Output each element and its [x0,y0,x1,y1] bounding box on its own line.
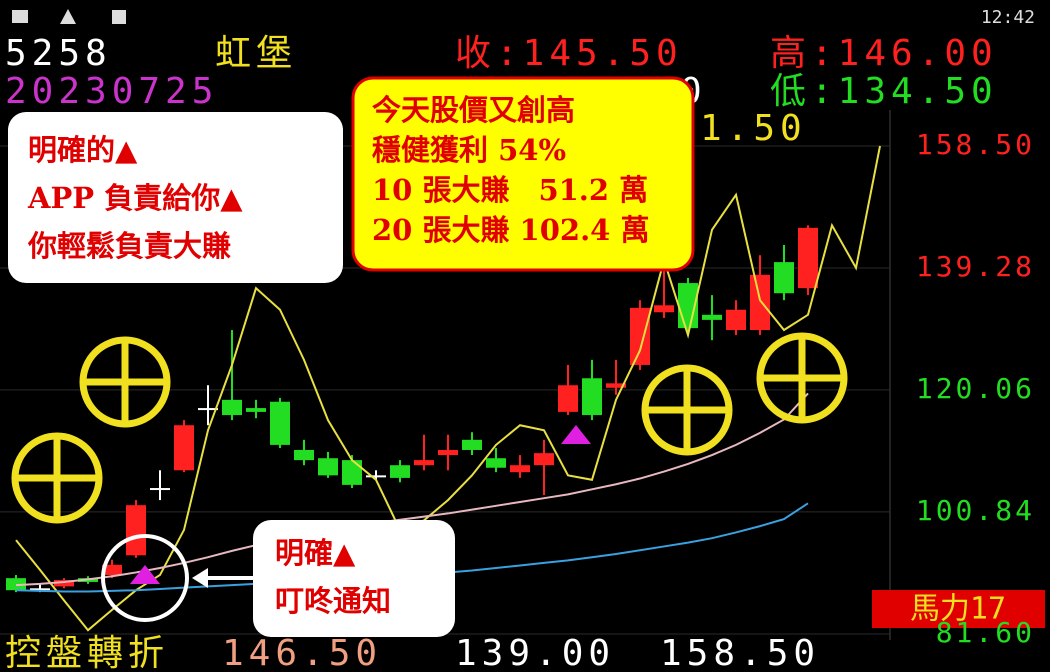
low-price: 低:134.50 [770,71,998,112]
candle-body [270,401,290,445]
signal [561,425,591,444]
candle-body [486,458,506,468]
close-price: 收:145.50 [455,33,683,74]
footer-value: 139.00 [455,633,615,672]
badge [872,590,1045,628]
cross-icon [641,364,733,456]
candle-body [318,458,338,476]
candle-body [366,475,386,478]
note-line: 穩健獲利 54% [372,133,566,167]
highlight-ring [101,534,189,622]
status-icon [60,9,76,24]
high-price: 高:146.00 [770,33,998,74]
note-line: 叮咚通知 [275,584,391,618]
note-box [351,76,695,272]
candle-body [654,305,674,313]
note-line: 今天股價又創高 [372,93,575,127]
footer-value: 158.50 [660,633,820,672]
footer-label: 控盤轉折 [5,633,169,672]
cross-icon [11,432,103,524]
candle-body [222,399,242,416]
candle-body [438,449,458,456]
candle-body [414,460,434,466]
candle-body [750,274,770,331]
candle-body [726,309,746,331]
note-line: APP 負責給你▲ [27,181,243,215]
candle-body [294,449,314,461]
y-tick-label: 100.84 [916,494,1035,527]
cross-icon [756,332,848,424]
candle-body [558,385,578,412]
candle-body [30,588,50,591]
candle-body [174,425,194,471]
candle-body [150,488,170,491]
note-line: 20 張大賺 102.4 萬 [372,213,649,247]
note-box [253,520,455,637]
status-icon [12,10,28,23]
candle-body [246,408,266,412]
status-bar [0,0,1050,34]
candle-body [462,439,482,450]
stock-name: 虹堡 [215,33,297,74]
candle-body [198,408,218,411]
footer-value: 146.50 [222,633,382,672]
y-tick-label: 81.60 [936,616,1035,649]
candle-body [774,262,794,294]
badge-text: 馬力17 [910,592,1006,627]
candle-body [54,580,74,587]
candle-body [798,227,818,289]
candle-body [126,505,146,556]
note-line: 明確的▲ [28,133,138,167]
signal [130,565,160,584]
note-line: 你輕鬆負責大賺 [27,229,231,263]
y-tick-label: 120.06 [916,372,1035,405]
note-line: 明確▲ [275,536,356,570]
candle-body [510,465,530,473]
candle-body [342,460,362,485]
y-tick-label: 158.50 [916,128,1035,161]
candle-body [630,307,650,365]
cross-icon [79,336,171,428]
candle-body [534,453,554,466]
indicator-line [15,145,881,632]
y-tick-label: 139.28 [916,250,1035,283]
arrow-head [192,568,208,588]
partial-value: 1.50 [700,108,807,149]
status-icon [112,10,126,24]
candle-body [702,314,722,320]
note-box [8,112,343,283]
candle-body [582,378,602,416]
status-time: 12:42 [981,7,1035,28]
stock-code: 5258 [5,33,112,74]
candle-body [606,383,626,388]
plot [0,145,890,635]
candle-body [390,465,410,478]
date: 20230725 [5,71,218,112]
note-line: 10 張大賺 51.2 萬 [372,173,648,207]
candle-body [102,564,122,575]
icons [11,332,848,524]
